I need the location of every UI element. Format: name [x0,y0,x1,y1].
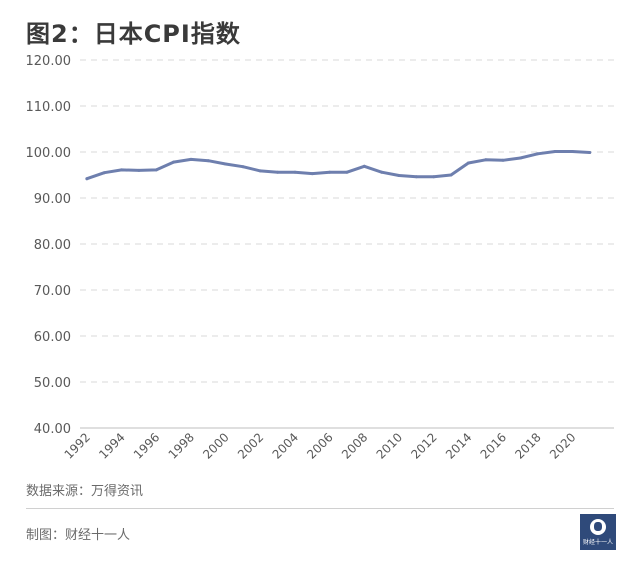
y-tick-label: 40.00 [34,422,71,437]
x-tick-label: 2016 [478,430,509,461]
x-tick-label: 2020 [547,430,578,461]
data-point [362,164,366,168]
data-point [293,170,297,174]
data-point [501,158,505,162]
data-point [380,170,384,174]
data-point [137,168,141,172]
data-point [536,152,540,156]
data-point [276,170,280,174]
x-tick-label: 1996 [131,430,162,461]
data-point [241,165,245,169]
data-point [449,173,453,177]
y-tick-label: 120.00 [26,54,72,69]
data-point [224,162,228,166]
x-tick-label: 2014 [443,430,474,461]
data-point [588,151,592,154]
y-tick-label: 100.00 [26,146,72,161]
y-axis-tick-labels: 40.00 50.00 60.00 70.00 80.00 90.00 100.00 110.… [26,54,72,437]
data-point [570,150,574,153]
data-point [414,175,418,179]
data-source-note: 数据来源：万得资讯 [26,484,144,499]
y-tick-label: 60.00 [34,330,71,345]
data-point [328,170,332,174]
x-tick-label: 1998 [166,430,197,461]
y-tick-label: 50.00 [34,376,71,391]
x-tick-label: 1994 [96,430,127,461]
chart-credit: 制图：财经十一人 [26,528,131,543]
x-tick-label: 2002 [235,430,266,461]
x-tick-label: 2018 [512,430,543,461]
line-chart: 40.00 50.00 60.00 70.00 80.00 90.00 100.00 110.… [26,54,614,462]
data-point [397,174,401,177]
x-tick-label: 2000 [200,430,231,461]
y-tick-label: 110.00 [26,100,72,115]
y-tick-label: 70.00 [34,284,71,299]
publisher-logo: 财经十一人 [580,514,616,550]
chart-title: 图2：日本CPI指数 [26,20,241,48]
gridlines [80,59,614,383]
x-tick-label: 2010 [374,430,405,461]
data-point [102,171,106,175]
data-point [206,159,210,163]
x-tick-label: 2012 [408,430,439,461]
data-point [258,169,262,173]
series-group [85,150,592,181]
data-point [345,170,349,174]
data-point [172,160,176,164]
y-tick-label: 80.00 [34,238,71,253]
data-point [154,168,158,172]
x-axis-tick-labels: 1992 1994 1996 1998 2000 2002 2004 2006 2008 2010… [62,430,579,461]
data-point [466,161,470,165]
x-tick-label: 2008 [339,430,370,461]
x-tick-label: 2004 [270,430,301,461]
series-line [85,150,592,181]
data-point [484,158,488,162]
footer-divider [26,508,614,509]
data-point [85,177,89,181]
globe-icon [590,519,606,535]
data-point [553,150,557,153]
data-point [518,156,522,160]
data-point [120,168,124,172]
data-point [310,172,314,176]
data-point [189,157,193,161]
logo-text: 财经十一人 [582,539,613,546]
x-tick-label: 2006 [304,430,335,461]
y-tick-label: 90.00 [34,192,71,207]
data-point [432,175,436,179]
